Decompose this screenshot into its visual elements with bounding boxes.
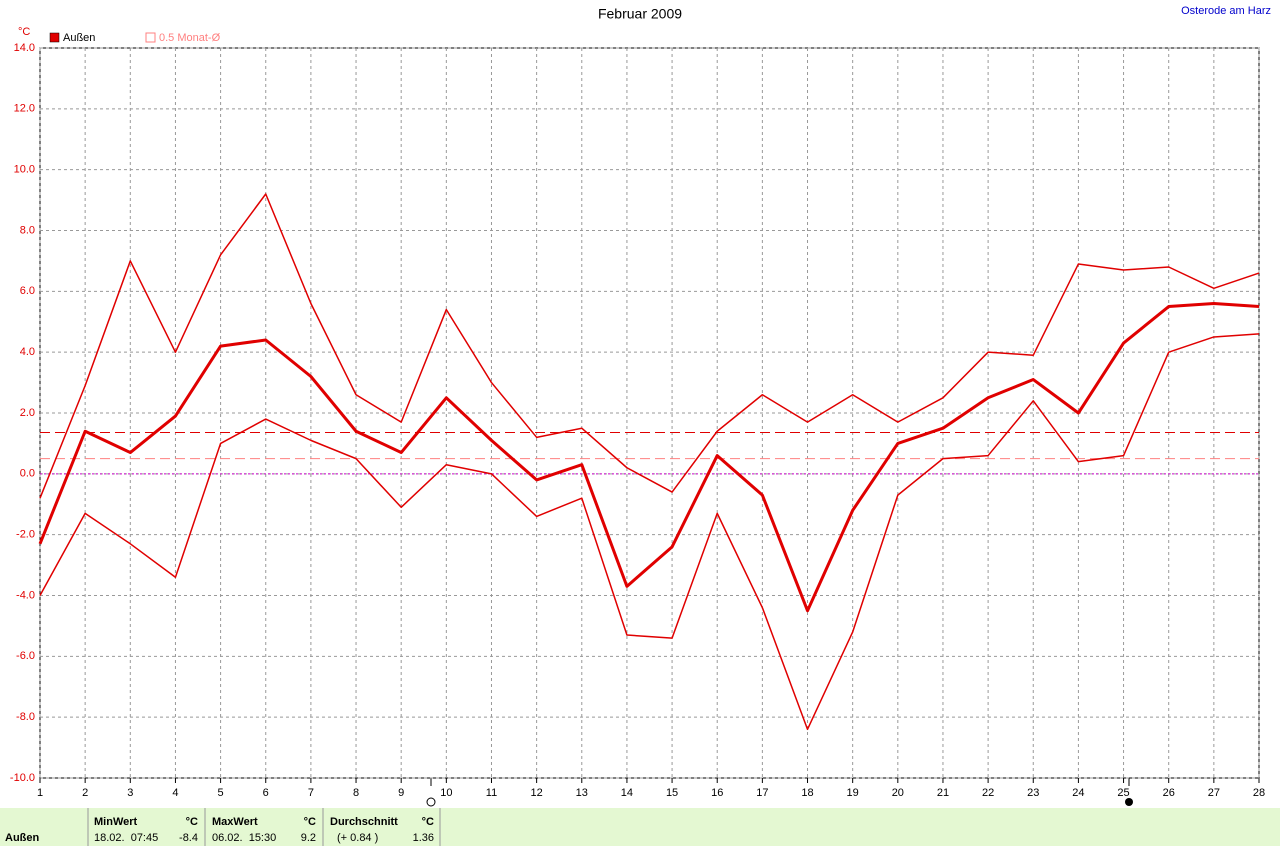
- x-tick-label: 23: [1027, 787, 1039, 799]
- table-value: -8.4: [179, 832, 198, 844]
- y-tick-label: 0.0: [20, 468, 35, 480]
- cursor-marker: [1125, 798, 1133, 806]
- chart-title: Februar 2009: [598, 6, 682, 22]
- table-when: 06.02. 15:30: [212, 832, 276, 844]
- table-row-label: Außen: [5, 832, 40, 844]
- x-tick-label: 3: [127, 787, 133, 799]
- x-tick-label: 26: [1163, 787, 1175, 799]
- x-tick-label: 13: [576, 787, 588, 799]
- x-tick-label: 4: [172, 787, 178, 799]
- table-when: (+ 0.84 ): [337, 832, 378, 844]
- x-tick-label: 16: [711, 787, 723, 799]
- legend-label: Außen: [63, 32, 95, 44]
- x-tick-label: 12: [531, 787, 543, 799]
- x-tick-label: 18: [801, 787, 813, 799]
- x-tick-label: 6: [263, 787, 269, 799]
- y-tick-label: 14.0: [14, 42, 35, 54]
- x-tick-label: 25: [1117, 787, 1129, 799]
- y-tick-label: -4.0: [16, 589, 35, 601]
- x-tick-label: 20: [892, 787, 904, 799]
- cursor-marker: [426, 797, 436, 807]
- x-tick-label: 11: [486, 787, 497, 799]
- x-tick-label: 28: [1253, 787, 1265, 799]
- mean-line: [38, 302, 1260, 613]
- x-tick-label: 8: [353, 787, 359, 799]
- legend-swatch: [145, 32, 156, 43]
- y-tick-label: 4.0: [20, 346, 35, 358]
- y-tick-label: 12.0: [14, 103, 35, 115]
- x-tick-label: 15: [666, 787, 678, 799]
- y-tick-label: 2.0: [20, 407, 35, 419]
- table-unit: °C: [422, 816, 434, 828]
- y-tick-label: -8.0: [16, 711, 35, 723]
- y-tick-label: 8.0: [20, 224, 35, 236]
- y-tick-label: 10.0: [14, 164, 35, 176]
- min-line: [39, 333, 1260, 731]
- y-tick-label: 6.0: [20, 285, 35, 297]
- x-tick-label: 2: [82, 787, 88, 799]
- x-tick-label: 19: [847, 787, 859, 799]
- summary-panel: [0, 808, 1280, 846]
- table-unit: °C: [304, 816, 316, 828]
- table-header: MaxWert: [212, 816, 258, 828]
- y-unit: °C: [18, 26, 30, 38]
- y-tick-label: -10.0: [10, 772, 35, 784]
- x-tick-label: 5: [218, 787, 224, 799]
- legend-label: 0.5 Monat-Ø: [159, 32, 221, 44]
- x-tick-label: 7: [308, 787, 314, 799]
- x-tick-label: 17: [756, 787, 768, 799]
- max-line: [39, 193, 1260, 499]
- table-header: Durchschnitt: [330, 816, 398, 828]
- table-value: 9.2: [301, 832, 316, 844]
- table-when: 18.02. 07:45: [94, 832, 158, 844]
- x-tick-label: 27: [1208, 787, 1220, 799]
- table-value: 1.36: [413, 832, 434, 844]
- x-tick-label: 10: [440, 787, 452, 799]
- location: Osterode am Harz: [1181, 5, 1271, 17]
- x-tick-label: 21: [937, 787, 949, 799]
- y-tick-label: -6.0: [16, 650, 35, 662]
- table-header: MinWert: [94, 816, 138, 828]
- x-tick-label: 14: [621, 787, 633, 799]
- table-unit: °C: [186, 816, 198, 828]
- x-tick-label: 9: [398, 787, 404, 799]
- x-tick-label: 24: [1072, 787, 1084, 799]
- x-tick-label: 22: [982, 787, 994, 799]
- y-tick-label: -2.0: [16, 529, 35, 541]
- x-tick-label: 1: [37, 787, 43, 799]
- legend-swatch: [49, 32, 60, 43]
